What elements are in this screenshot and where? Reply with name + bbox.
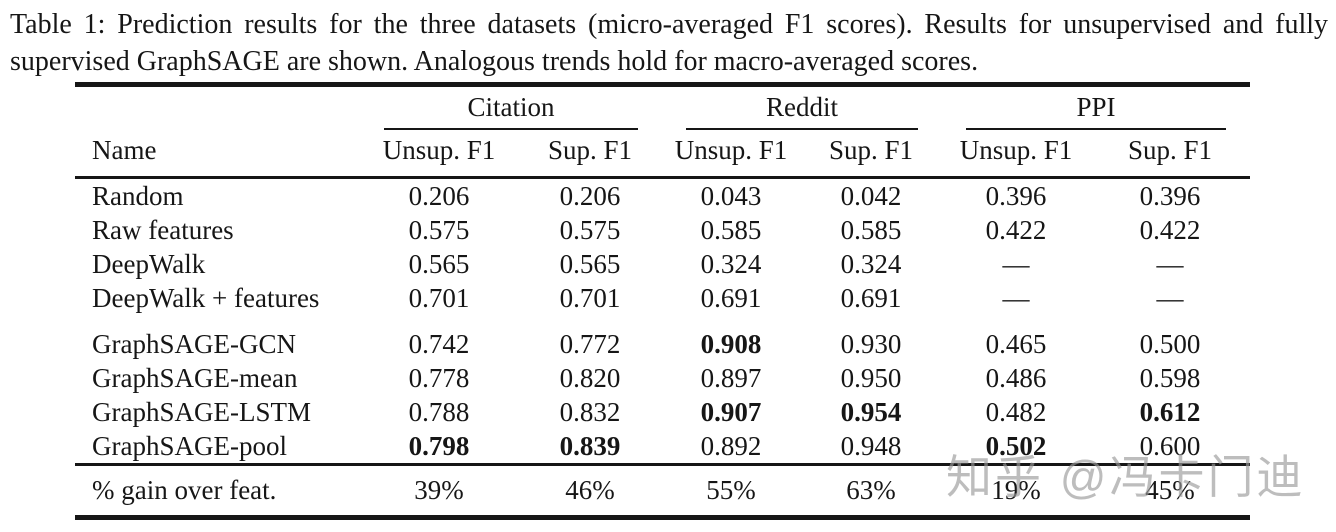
value-cell: 0.502	[985, 431, 1047, 461]
value-cell: 0.486	[985, 363, 1047, 393]
group-label-citation: Citation	[467, 92, 555, 122]
value-cell: 0.839	[559, 431, 621, 461]
value-cell: 0.907	[700, 397, 762, 427]
table-row: DeepWalk 0.565 0.565 0.324 0.324 — —	[75, 247, 1250, 281]
group-header-row: Citation Reddit PPI	[75, 85, 1250, 131]
value-cell: 0.691	[840, 283, 902, 313]
value-cell: 0.612	[1139, 397, 1201, 427]
value-cell: 0.422	[985, 215, 1047, 245]
value-cell: 0.691	[700, 283, 762, 313]
value-cell: 0.206	[559, 181, 621, 211]
footer-value: 46%	[518, 463, 662, 518]
value-cell: 0.954	[840, 397, 902, 427]
col-header-citation-sup: Sup. F1	[518, 130, 662, 179]
col-header-name: Name	[75, 130, 360, 179]
value-cell: 0.742	[408, 329, 470, 359]
row-name: GraphSAGE-mean	[92, 363, 298, 393]
value-cell: —	[1156, 249, 1184, 279]
value-cell: 0.798	[408, 431, 470, 461]
footer-value: 63%	[800, 463, 942, 518]
value-cell: 0.598	[1139, 363, 1201, 393]
group-ppi: PPI	[942, 85, 1250, 130]
value-cell: 0.950	[840, 363, 902, 393]
value-cell: 0.565	[559, 249, 621, 279]
row-name: Raw features	[92, 215, 234, 245]
value-cell: 0.500	[1139, 329, 1201, 359]
value-cell: 0.482	[985, 397, 1047, 427]
row-name: DeepWalk + features	[92, 283, 320, 313]
value-cell: 0.465	[985, 329, 1047, 359]
value-cell: —	[1002, 283, 1030, 313]
value-cell: 0.948	[840, 431, 902, 461]
value-cell: 0.930	[840, 329, 902, 359]
footer-value: 19%	[942, 463, 1090, 518]
value-cell: 0.585	[840, 215, 902, 245]
footer-value: 45%	[1090, 463, 1250, 518]
row-name: DeepWalk	[92, 249, 206, 279]
table-body: Random 0.206 0.206 0.043 0.042 0.396 0.396 Raw …	[75, 178, 1250, 465]
value-cell: 0.206	[408, 181, 470, 211]
group-rule-reddit	[686, 128, 918, 130]
column-header-row: Name Unsup. F1 Sup. F1 Unsup. F1 Sup. F1…	[75, 130, 1250, 179]
footer-value: 55%	[662, 463, 800, 518]
group-reddit: Reddit	[662, 85, 942, 130]
table-row: DeepWalk + features 0.701 0.701 0.691 0.691 —…	[75, 281, 1250, 315]
value-cell: —	[1002, 249, 1030, 279]
col-header-reddit-sup: Sup. F1	[800, 130, 942, 179]
col-header-ppi-unsup: Unsup. F1	[942, 130, 1090, 179]
group-rule-citation	[384, 128, 638, 130]
col-header-citation-unsup: Unsup. F1	[360, 130, 518, 179]
table-row: GraphSAGE-LSTM 0.788 0.832 0.907 0.954 0.482 0…	[75, 395, 1250, 429]
value-cell: 0.565	[408, 249, 470, 279]
watermark: 知乎 @冯卡门迪	[946, 451, 1306, 503]
group-label-reddit: Reddit	[766, 92, 838, 122]
row-name: GraphSAGE-pool	[92, 431, 287, 461]
group-rule-ppi	[966, 128, 1226, 130]
table-row: Raw features 0.575 0.575 0.585 0.585 0.422 0.4…	[75, 213, 1250, 247]
results-table: Citation Reddit PPI Name Unsup. F1 Sup. …	[75, 82, 1250, 520]
row-name: GraphSAGE-LSTM	[92, 397, 311, 427]
value-cell: 0.585	[700, 215, 762, 245]
col-header-ppi-sup: Sup. F1	[1090, 130, 1250, 179]
table-row: Random 0.206 0.206 0.043 0.042 0.396 0.396	[75, 178, 1250, 214]
value-cell: 0.897	[700, 363, 762, 393]
row-name: GraphSAGE-GCN	[92, 329, 296, 359]
value-cell: 0.701	[559, 283, 621, 313]
value-cell: 0.832	[559, 397, 621, 427]
value-cell: 0.042	[840, 181, 902, 211]
table-row: GraphSAGE-GCN 0.742 0.772 0.908 0.930 0.465 0.…	[75, 315, 1250, 361]
value-cell: 0.396	[1139, 181, 1201, 211]
group-label-ppi: PPI	[1076, 92, 1116, 122]
value-cell: 0.324	[840, 249, 902, 279]
footer-row: % gain over feat. 39% 46% 55% 63% 19% 45…	[75, 463, 1250, 518]
value-cell: —	[1156, 283, 1184, 313]
value-cell: 0.396	[985, 181, 1047, 211]
table-row: GraphSAGE-pool 0.798 0.839 0.892 0.948 0.502 0…	[75, 429, 1250, 465]
table-row: GraphSAGE-mean 0.778 0.820 0.897 0.950 0.486 0…	[75, 361, 1250, 395]
value-cell: 0.324	[700, 249, 762, 279]
value-cell: 0.892	[700, 431, 762, 461]
group-header-spacer	[75, 85, 360, 131]
value-cell: 0.600	[1139, 431, 1201, 461]
col-header-reddit-unsup: Unsup. F1	[662, 130, 800, 179]
results-table-wrap: Citation Reddit PPI Name Unsup. F1 Sup. …	[75, 82, 1250, 520]
footer-name: % gain over feat.	[75, 463, 360, 518]
value-cell: 0.422	[1139, 215, 1201, 245]
value-cell: 0.575	[559, 215, 621, 245]
value-cell: 0.788	[408, 397, 470, 427]
table-caption: Table 1: Prediction results for the thre…	[10, 9, 1328, 77]
group-citation: Citation	[360, 85, 662, 130]
value-cell: 0.575	[408, 215, 470, 245]
value-cell: 0.043	[700, 181, 762, 211]
value-cell: 0.778	[408, 363, 470, 393]
value-cell: 0.908	[700, 329, 762, 359]
value-cell: 0.772	[559, 329, 621, 359]
value-cell: 0.701	[408, 283, 470, 313]
value-cell: 0.820	[559, 363, 621, 393]
footer-value: 39%	[360, 463, 518, 518]
row-name: Random	[92, 181, 184, 211]
